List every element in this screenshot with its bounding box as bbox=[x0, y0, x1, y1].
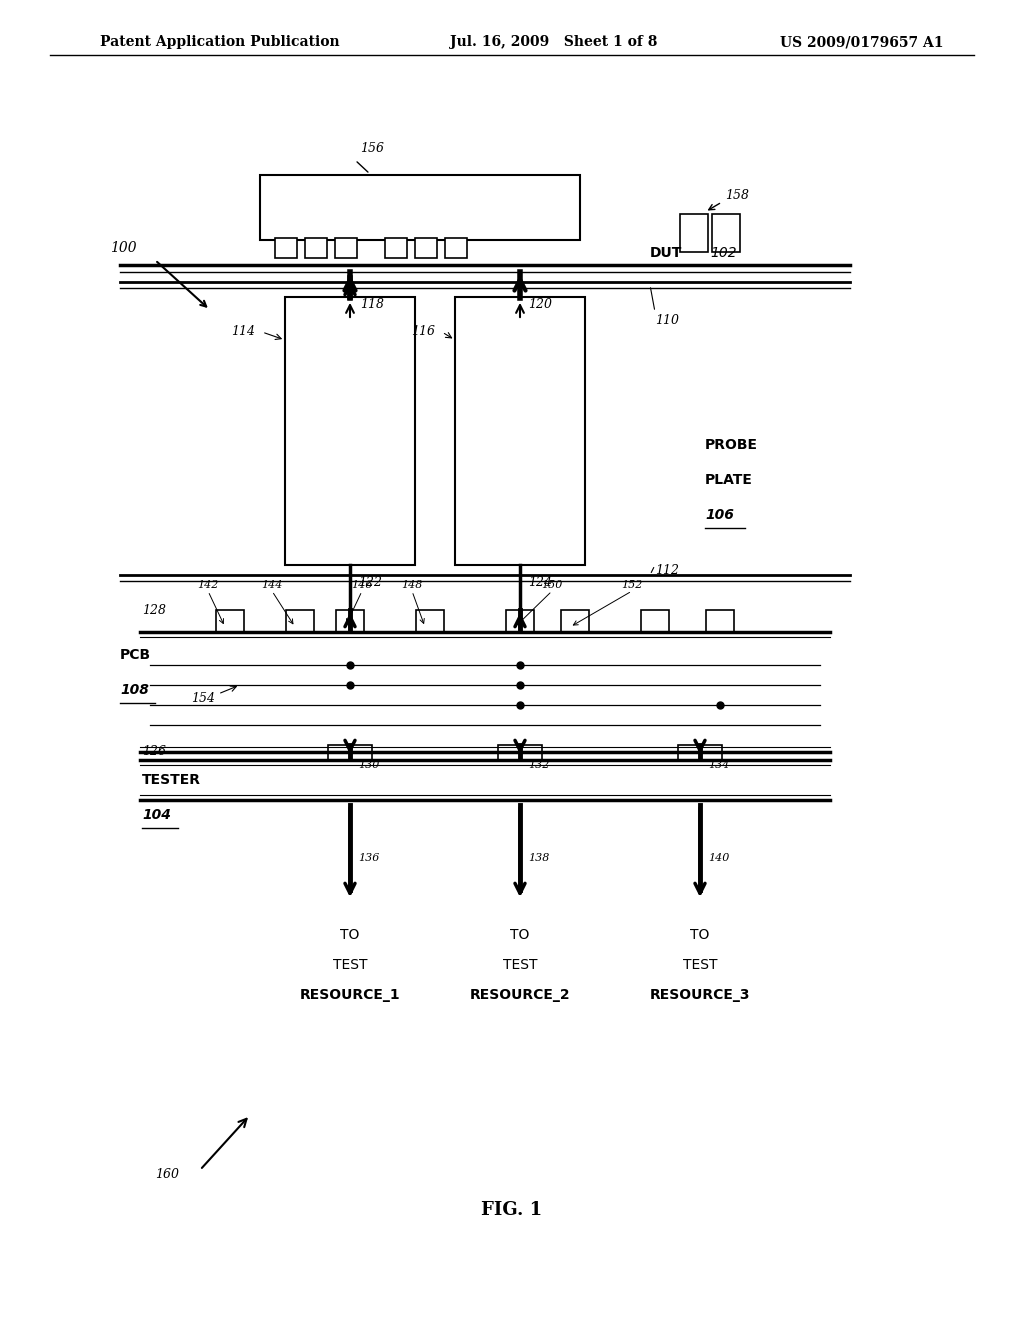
Bar bbox=[706, 610, 734, 632]
Text: 110: 110 bbox=[655, 314, 679, 326]
Bar bbox=[641, 610, 669, 632]
Bar bbox=[680, 214, 708, 252]
Bar bbox=[385, 238, 407, 257]
Text: TO: TO bbox=[510, 928, 529, 942]
Text: DUT: DUT bbox=[650, 246, 682, 260]
Text: 100: 100 bbox=[110, 242, 136, 255]
Bar bbox=[305, 238, 327, 257]
Text: 140: 140 bbox=[708, 853, 729, 863]
Text: 130: 130 bbox=[358, 760, 379, 770]
Text: PROBE: PROBE bbox=[705, 438, 758, 451]
Text: 156: 156 bbox=[360, 143, 384, 154]
Text: PCB: PCB bbox=[120, 648, 152, 663]
Text: TESTER: TESTER bbox=[142, 774, 201, 787]
Text: 138: 138 bbox=[528, 853, 549, 863]
Text: 142: 142 bbox=[198, 579, 219, 590]
Text: 128: 128 bbox=[142, 603, 166, 616]
Bar bbox=[678, 744, 722, 760]
Text: 108: 108 bbox=[120, 682, 148, 697]
Text: RESOURCE_1: RESOURCE_1 bbox=[300, 987, 400, 1002]
Text: TO: TO bbox=[340, 928, 359, 942]
Text: US 2009/0179657 A1: US 2009/0179657 A1 bbox=[780, 36, 943, 49]
Bar bbox=[275, 238, 297, 257]
Bar bbox=[286, 610, 314, 632]
Text: 150: 150 bbox=[542, 579, 562, 590]
Bar bbox=[506, 610, 534, 632]
Bar bbox=[712, 214, 740, 252]
Text: 112: 112 bbox=[655, 564, 679, 577]
Bar bbox=[415, 238, 437, 257]
Text: 132: 132 bbox=[528, 760, 549, 770]
Text: 114: 114 bbox=[231, 326, 255, 338]
Text: 122: 122 bbox=[358, 576, 382, 589]
Text: TEST: TEST bbox=[683, 958, 717, 972]
Text: 102: 102 bbox=[710, 246, 736, 260]
Text: FIG. 1: FIG. 1 bbox=[481, 1201, 543, 1218]
Bar bbox=[335, 238, 357, 257]
Text: 148: 148 bbox=[401, 579, 423, 590]
Bar bbox=[416, 610, 444, 632]
Text: 136: 136 bbox=[358, 853, 379, 863]
Text: 126: 126 bbox=[142, 744, 166, 758]
Text: 152: 152 bbox=[622, 579, 643, 590]
Text: 134: 134 bbox=[708, 760, 729, 770]
Text: RESOURCE_2: RESOURCE_2 bbox=[470, 987, 570, 1002]
Text: 116: 116 bbox=[411, 326, 435, 338]
Text: 104: 104 bbox=[142, 808, 171, 822]
Bar bbox=[455, 297, 585, 565]
Text: 124: 124 bbox=[528, 576, 552, 589]
Text: 160: 160 bbox=[155, 1168, 179, 1181]
Bar bbox=[561, 610, 589, 632]
Text: Jul. 16, 2009   Sheet 1 of 8: Jul. 16, 2009 Sheet 1 of 8 bbox=[450, 36, 657, 49]
Bar bbox=[445, 238, 467, 257]
Text: 106: 106 bbox=[705, 508, 734, 521]
Text: 154: 154 bbox=[191, 692, 215, 705]
Text: 144: 144 bbox=[261, 579, 283, 590]
Text: 120: 120 bbox=[528, 298, 552, 312]
Text: 158: 158 bbox=[725, 189, 749, 202]
Bar bbox=[328, 744, 372, 760]
Bar bbox=[216, 610, 244, 632]
Text: RESOURCE_3: RESOURCE_3 bbox=[650, 987, 751, 1002]
Text: 118: 118 bbox=[360, 298, 384, 312]
Text: Patent Application Publication: Patent Application Publication bbox=[100, 36, 340, 49]
Bar bbox=[498, 744, 542, 760]
Bar bbox=[336, 610, 364, 632]
Text: TEST: TEST bbox=[333, 958, 368, 972]
Text: PLATE: PLATE bbox=[705, 473, 753, 487]
Bar bbox=[260, 176, 580, 240]
Text: 146: 146 bbox=[351, 579, 373, 590]
Text: TO: TO bbox=[690, 928, 710, 942]
Bar bbox=[285, 297, 415, 565]
Text: TEST: TEST bbox=[503, 958, 538, 972]
